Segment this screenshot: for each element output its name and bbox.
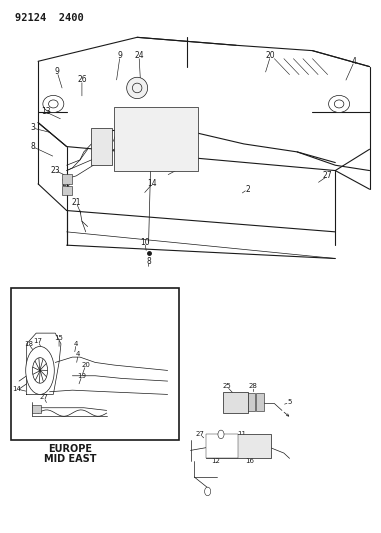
Text: 6: 6 (238, 394, 242, 400)
Text: 13: 13 (41, 108, 51, 116)
Text: 4: 4 (76, 351, 80, 358)
Text: 1: 1 (114, 129, 118, 138)
Text: 19: 19 (77, 373, 86, 379)
Text: 9: 9 (55, 68, 59, 76)
Text: 92124  2400: 92124 2400 (15, 13, 84, 23)
Circle shape (218, 430, 224, 439)
Bar (62, 174, 72, 184)
Text: 20: 20 (81, 362, 90, 368)
Ellipse shape (335, 100, 344, 108)
Bar (114, 107, 198, 171)
Text: 16: 16 (245, 458, 254, 464)
Ellipse shape (48, 100, 58, 108)
Text: 21: 21 (72, 198, 81, 207)
Text: 24: 24 (257, 399, 265, 406)
Circle shape (205, 487, 211, 496)
Text: 24: 24 (134, 52, 144, 60)
Text: 25: 25 (223, 383, 231, 390)
Bar (91, 128, 112, 165)
Text: 2: 2 (179, 164, 183, 172)
Text: 29: 29 (62, 180, 72, 188)
Ellipse shape (26, 346, 54, 394)
Ellipse shape (133, 83, 142, 93)
Text: 23: 23 (50, 166, 60, 175)
Text: 18: 18 (24, 341, 33, 347)
Text: 14: 14 (147, 180, 157, 188)
Ellipse shape (43, 95, 64, 112)
Ellipse shape (126, 77, 147, 99)
Text: 27: 27 (195, 431, 205, 438)
Text: 8: 8 (30, 142, 35, 151)
Text: 27: 27 (39, 394, 48, 400)
Bar (256, 393, 264, 411)
Bar (206, 434, 238, 458)
Text: EUROPE: EUROPE (48, 444, 93, 454)
Text: 4: 4 (352, 57, 357, 66)
Text: 15: 15 (54, 335, 64, 342)
Bar (62, 186, 72, 195)
Bar (223, 392, 248, 413)
Ellipse shape (328, 95, 350, 112)
Bar (32, 405, 41, 413)
Bar (206, 434, 271, 458)
Bar (11, 288, 179, 440)
Text: 8: 8 (146, 257, 151, 265)
Text: 2: 2 (245, 185, 250, 193)
Text: 26: 26 (77, 76, 87, 84)
Text: 27: 27 (323, 172, 333, 180)
Text: 14: 14 (13, 386, 22, 392)
Bar (248, 393, 255, 411)
Text: 11: 11 (237, 431, 247, 438)
Text: MID EAST: MID EAST (44, 455, 97, 464)
Text: 10: 10 (140, 238, 150, 247)
Text: 17: 17 (34, 338, 43, 344)
Ellipse shape (32, 358, 48, 383)
Text: 4: 4 (74, 341, 78, 347)
FancyArrowPatch shape (284, 412, 289, 416)
Text: 12: 12 (211, 458, 220, 464)
Text: 28: 28 (249, 383, 258, 390)
Text: 9: 9 (118, 52, 122, 60)
Text: 22: 22 (178, 145, 187, 154)
Text: 20: 20 (266, 52, 275, 60)
Text: 3: 3 (30, 124, 35, 132)
Text: 5: 5 (287, 399, 292, 406)
Text: 7: 7 (209, 437, 214, 443)
